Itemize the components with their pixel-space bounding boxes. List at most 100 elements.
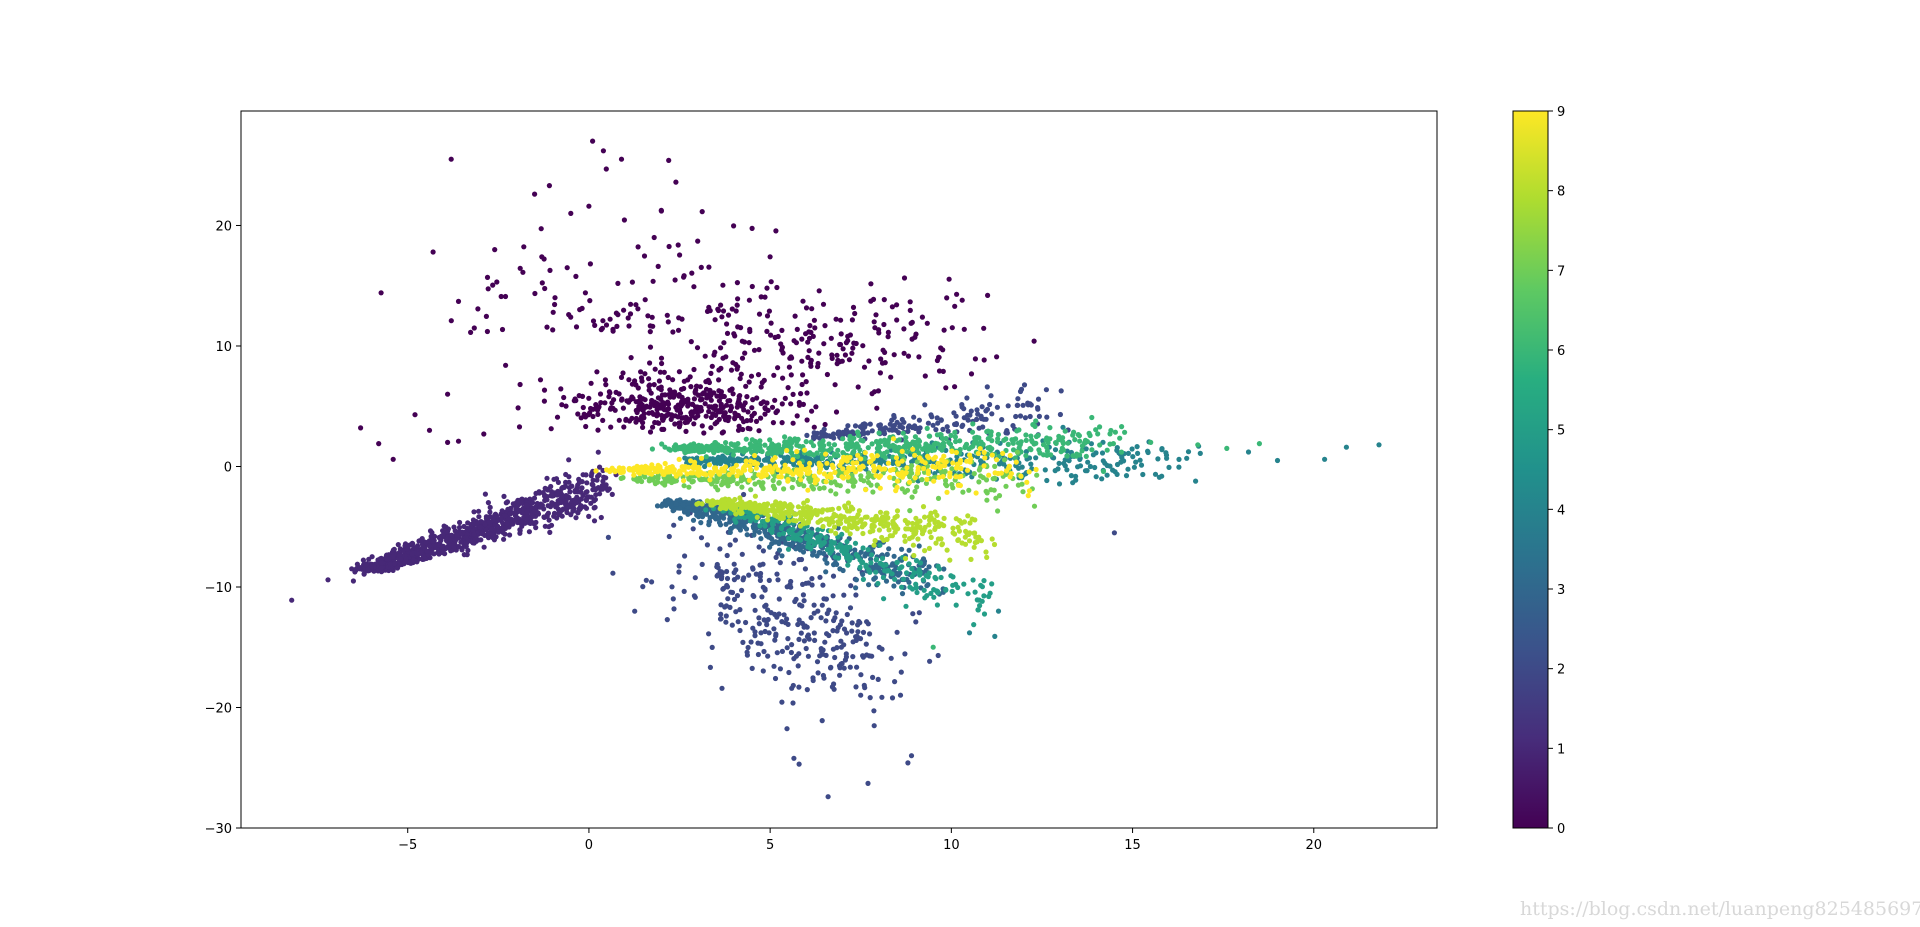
scatter-point-class-0 <box>809 306 815 312</box>
scatter-point-class-0 <box>749 283 755 290</box>
scatter-point-class-0 <box>655 263 661 269</box>
scatter-point-class-2 <box>718 616 724 622</box>
scatter-point-class-0 <box>706 408 712 415</box>
scatter-point-class-0 <box>656 378 663 384</box>
scatter-point-class-0 <box>445 439 451 445</box>
scatter-point-class-6 <box>1005 441 1011 447</box>
scatter-point-class-0 <box>728 403 734 409</box>
scatter-point-class-0 <box>968 371 975 377</box>
scatter-point-class-6 <box>732 442 738 448</box>
scatter-point-class-2 <box>994 404 1001 410</box>
scatter-point-class-7 <box>790 476 796 483</box>
scatter-point-class-5 <box>782 521 788 528</box>
scatter-point-class-0 <box>576 393 582 399</box>
scatter-point-class-6 <box>914 446 920 452</box>
scatter-point-class-0 <box>503 362 509 368</box>
scatter-point-class-9 <box>1000 450 1006 456</box>
scatter-point-class-4 <box>1129 446 1135 452</box>
scatter-point-class-6 <box>930 644 936 650</box>
scatter-point-class-7 <box>796 481 802 487</box>
scatter-point-class-0 <box>566 312 572 318</box>
scatter-point-class-6 <box>820 438 826 444</box>
scatter-point-class-1 <box>349 566 355 572</box>
scatter-point-class-6 <box>803 439 809 445</box>
scatter-point-class-1 <box>485 500 491 506</box>
scatter-point-class-0 <box>618 374 625 380</box>
scatter-point-class-7 <box>659 480 666 486</box>
scatter-point-class-9 <box>862 450 868 456</box>
scatter-point-class-1 <box>457 519 463 526</box>
scatter-point-class-1 <box>550 501 557 507</box>
scatter-point-class-4 <box>1093 474 1099 480</box>
scatter-point-class-3 <box>834 561 840 568</box>
scatter-point-class-8 <box>861 522 867 528</box>
scatter-point-class-7 <box>990 476 996 482</box>
scatter-point-class-4 <box>992 633 998 640</box>
scatter-point-class-0 <box>517 265 523 271</box>
scatter-point-class-2 <box>927 658 933 664</box>
scatter-point-class-0 <box>799 336 805 342</box>
scatter-point-class-8 <box>765 517 771 523</box>
scatter-point-class-8 <box>910 525 916 531</box>
scatter-point-class-2 <box>863 641 869 647</box>
scatter-point-class-0 <box>647 344 654 350</box>
scatter-point-class-0 <box>590 406 596 412</box>
scatter-point-class-0 <box>782 395 788 401</box>
scatter-point-class-0 <box>846 357 853 363</box>
scatter-point-class-3 <box>716 516 722 522</box>
scatter-point-class-9 <box>708 472 714 478</box>
scatter-point-class-2 <box>849 628 855 634</box>
scatter-point-class-7 <box>909 494 915 500</box>
scatter-point-class-1 <box>435 550 441 556</box>
scatter-point-class-5 <box>860 545 866 551</box>
scatter-point-class-7 <box>978 473 984 479</box>
scatter-point-class-1 <box>499 515 505 521</box>
scatter-point-class-6 <box>677 445 684 452</box>
scatter-point-class-2 <box>847 664 853 670</box>
scatter-point-class-0 <box>808 363 814 369</box>
scatter-point-class-8 <box>780 502 786 508</box>
scatter-point-class-0 <box>788 354 794 360</box>
scatter-point-class-8 <box>926 545 933 552</box>
scatter-point-class-6 <box>995 431 1002 438</box>
scatter-point-class-3 <box>883 578 890 584</box>
scatter-point-class-1 <box>445 545 451 551</box>
scatter-point-class-9 <box>847 454 853 460</box>
scatter-point-class-2 <box>810 677 816 684</box>
scatter-point-class-6 <box>937 445 943 451</box>
scatter-point-class-0 <box>378 290 384 296</box>
scatter-point-class-0 <box>608 405 614 411</box>
scatter-point-class-2 <box>774 571 780 577</box>
scatter-point-class-2 <box>676 563 682 569</box>
scatter-point-class-9 <box>688 470 694 476</box>
scatter-point-class-4 <box>1023 449 1029 455</box>
scatter-point-class-0 <box>849 350 855 356</box>
scatter-point-class-2 <box>784 645 790 651</box>
scatter-point-class-0 <box>573 324 580 330</box>
scatter-point-class-3 <box>886 546 892 552</box>
scatter-point-class-5 <box>909 566 915 572</box>
scatter-point-class-9 <box>872 466 878 472</box>
scatter-point-class-2 <box>987 401 993 408</box>
scatter-point-class-0 <box>687 374 693 380</box>
scatter-point-class-9 <box>876 474 882 480</box>
scatter-point-class-9 <box>734 473 740 479</box>
scatter-point-class-0 <box>941 327 947 333</box>
scatter-point-class-2 <box>984 384 990 390</box>
scatter-point-class-0 <box>703 413 709 419</box>
scatter-point-class-2 <box>788 584 794 590</box>
scatter-point-class-0 <box>808 357 814 363</box>
scatter-point-class-0 <box>650 278 656 284</box>
scatter-point-class-0 <box>578 415 584 421</box>
scatter-point-class-0 <box>860 343 866 349</box>
scatter-point-class-0 <box>788 401 794 407</box>
scatter-point-class-1 <box>409 540 415 546</box>
scatter-point-class-6 <box>843 444 850 450</box>
scatter-point-class-4 <box>1123 473 1130 479</box>
scatter-point-class-3 <box>663 502 669 508</box>
scatter-point-class-4 <box>720 453 726 459</box>
scatter-point-class-4 <box>890 460 896 466</box>
scatter-point-class-8 <box>965 513 971 519</box>
scatter-point-class-5 <box>981 611 988 617</box>
scatter-point-class-0 <box>647 429 654 435</box>
